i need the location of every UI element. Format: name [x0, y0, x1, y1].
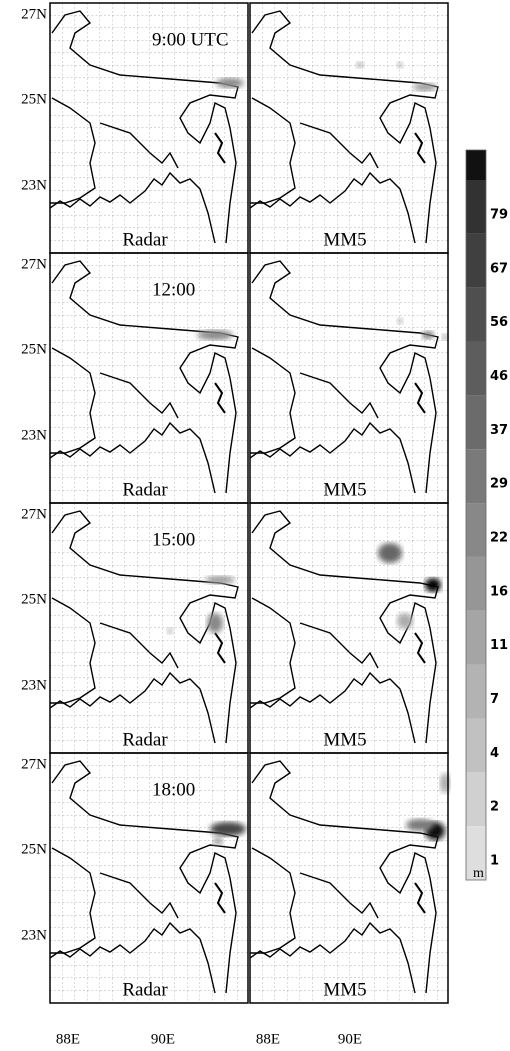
panel-label: Radar — [122, 729, 168, 750]
colorbar-segment — [466, 772, 486, 826]
rain-area — [197, 330, 233, 340]
lat-label: 25N — [21, 341, 47, 357]
map-base — [250, 3, 448, 253]
lat-label: 25N — [21, 91, 47, 107]
figure: RadarMM59:00 UTC27N25N23NRadarMM512:0027… — [0, 0, 510, 1051]
time-label: 15:00 — [152, 529, 195, 550]
lat-label: 27N — [21, 6, 47, 22]
rain-area — [413, 83, 437, 91]
lon-label: 88E — [256, 1031, 280, 1047]
colorbar-segment — [466, 180, 486, 234]
colorbar-tick-label: 16 — [490, 584, 508, 599]
time-label: 9:00 UTC — [152, 29, 229, 50]
map-base — [250, 753, 448, 1003]
rain-area — [378, 543, 402, 563]
colorbar-unit: m — [473, 866, 484, 881]
colorbar-tick-label: 2 — [490, 800, 499, 815]
colorbar-tick-label: 67 — [490, 261, 508, 276]
lat-label: 25N — [21, 591, 47, 607]
map-panel: MM5 — [250, 753, 450, 1003]
rain-area — [210, 822, 246, 836]
panel-label: MM5 — [323, 729, 366, 750]
colorbar-segment — [466, 449, 486, 503]
colorbar-tick-label: 7 — [490, 692, 499, 707]
map-panel: MM5 — [250, 253, 448, 503]
panel-label: MM5 — [323, 479, 366, 500]
panel-label: Radar — [122, 229, 168, 250]
lat-label: 27N — [21, 506, 47, 522]
colorbar-tick-label: 11 — [490, 638, 508, 653]
map-base — [50, 753, 248, 1003]
panel-label: Radar — [122, 479, 168, 500]
lat-label: 23N — [21, 177, 47, 193]
rain-area — [397, 62, 403, 68]
rain-area — [207, 613, 223, 633]
map-panel: Radar — [50, 753, 248, 1003]
map-base — [50, 253, 248, 503]
map-panel: Radar — [50, 253, 248, 503]
map-base — [250, 503, 448, 753]
colorbar-segment — [466, 611, 486, 665]
rain-area — [442, 334, 448, 340]
rain-area — [356, 62, 364, 68]
time-label: 12:00 — [152, 279, 195, 300]
map-base — [250, 253, 448, 503]
colorbar-tick-label: 22 — [490, 531, 508, 546]
rain-area — [397, 613, 413, 629]
rain-area — [205, 576, 235, 584]
colorbar-segment — [466, 718, 486, 772]
time-label: 18:00 — [152, 779, 195, 800]
panel-label: MM5 — [323, 979, 366, 1000]
lon-label: 88E — [56, 1031, 80, 1047]
panel-label: Radar — [122, 979, 168, 1000]
colorbar-tick-label: 79 — [490, 207, 508, 222]
lat-label: 27N — [21, 756, 47, 772]
colorbar-segment — [466, 288, 486, 342]
colorbar-tick-label: 4 — [490, 746, 499, 761]
panel-label: MM5 — [323, 229, 366, 250]
lat-label: 25N — [21, 841, 47, 857]
colorbar-tick-label: 56 — [490, 315, 508, 330]
colorbar-segment — [466, 395, 486, 449]
colorbar-tick-label: 46 — [490, 369, 508, 384]
map-panel: Radar — [50, 503, 248, 753]
lat-label: 27N — [21, 256, 47, 272]
lon-label: 90E — [151, 1031, 175, 1047]
lat-label: 23N — [21, 927, 47, 943]
colorbar-segment — [466, 503, 486, 557]
rain-area — [216, 78, 244, 88]
rain-area — [397, 318, 403, 324]
colorbar-tick-label: 37 — [490, 423, 508, 438]
lat-label: 23N — [21, 677, 47, 693]
lon-label: 90E — [338, 1031, 362, 1047]
colorbar-segment — [466, 342, 486, 396]
colorbar-cap — [466, 150, 486, 180]
colorbar-tick-label: 29 — [490, 477, 508, 492]
rain-area — [406, 819, 434, 831]
map-panel: MM5 — [250, 3, 448, 253]
rain-area — [167, 628, 173, 634]
colorbar-segment — [466, 234, 486, 288]
colorbar-segment — [466, 557, 486, 611]
map-panel: MM5 — [250, 503, 448, 753]
colorbar-tick-label: 1 — [490, 854, 499, 869]
rain-area — [425, 578, 441, 592]
rain-area — [213, 837, 223, 845]
lat-label: 23N — [21, 427, 47, 443]
rain-area — [422, 331, 434, 339]
colorbar-segment — [466, 665, 486, 719]
